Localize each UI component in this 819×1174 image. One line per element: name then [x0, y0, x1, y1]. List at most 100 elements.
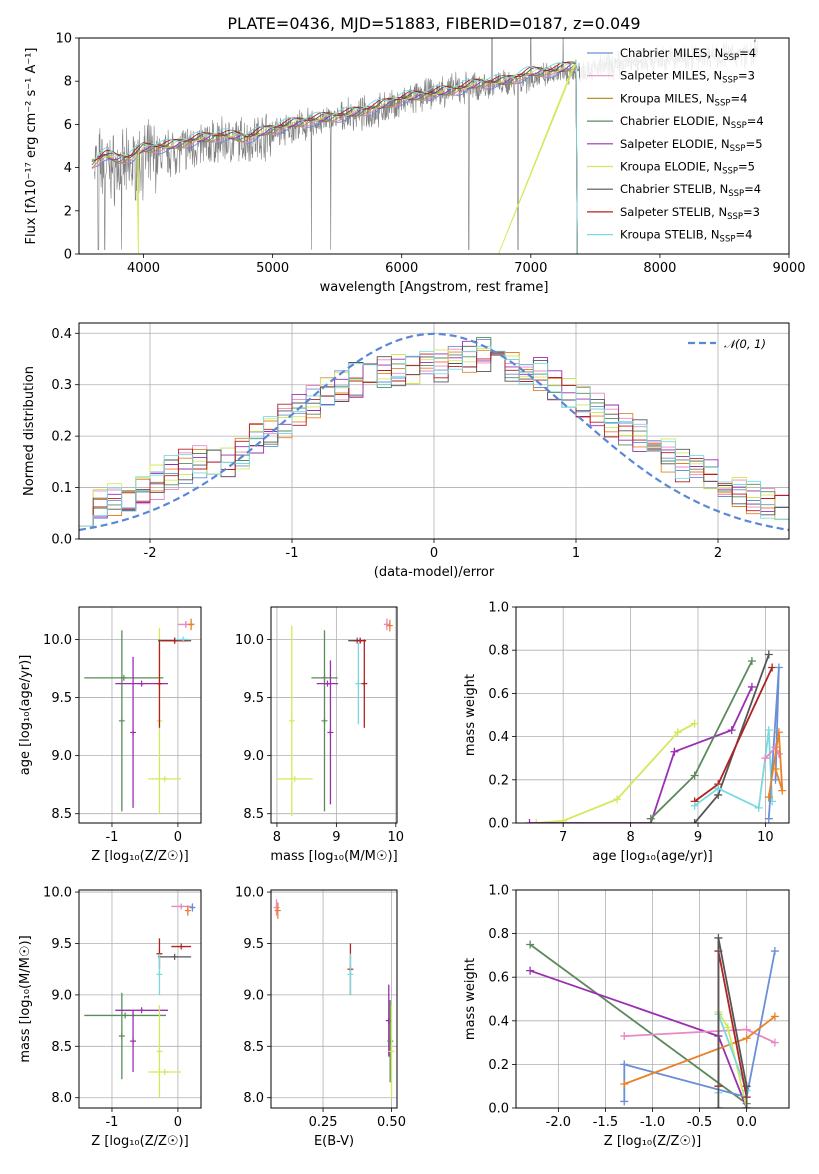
histogram-step-kroupa-stelib — [79, 345, 789, 527]
y-tick-label: 0.1 — [51, 481, 72, 496]
data-point-marker — [178, 943, 185, 950]
y-tick-label: 9.5 — [243, 691, 264, 706]
data-point-marker — [138, 680, 145, 687]
y-axis-label: mass weight — [463, 958, 478, 1040]
data-point-marker — [171, 953, 178, 960]
y-tick-label: 0.2 — [51, 430, 72, 445]
data-point-marker — [747, 657, 756, 665]
y-tick-label: 8.5 — [51, 1040, 72, 1055]
x-axis-label: wavelength [Angstrom, rest frame] — [320, 280, 549, 295]
data-point-marker — [714, 1104, 723, 1108]
y-tick-label: 0.4 — [488, 730, 509, 745]
data-point-marker — [327, 729, 334, 736]
data-point-marker — [764, 726, 773, 735]
axes-frame — [78, 37, 790, 255]
legend-label-name: Kroupa ELODIE, N — [620, 160, 722, 174]
legend-label-sub: SSP — [720, 235, 736, 245]
data-point-marker — [670, 747, 679, 756]
x-tick-label: 0 — [174, 830, 182, 845]
mass_vs_Z-plot-area — [84, 903, 196, 1098]
x-tick-label: 10 — [757, 830, 774, 845]
data-point-marker — [770, 1038, 779, 1047]
data-point-marker — [764, 814, 773, 823]
data-point-marker — [770, 947, 779, 956]
y-tick-label: 8 — [64, 75, 72, 90]
axes-frame — [78, 889, 202, 1109]
data-point-marker — [723, 1023, 732, 1032]
y-tick-label: 0.6 — [488, 687, 509, 702]
x-tick-label: 0.50 — [377, 1115, 406, 1130]
data-point-marker — [559, 816, 568, 823]
x-tick-label: -2 — [144, 546, 157, 561]
data-point-marker — [188, 621, 195, 628]
x-tick-label: 0 — [430, 546, 438, 561]
model-line-kroupa-stelib — [91, 59, 578, 254]
x-tick-label: -1 — [286, 546, 299, 561]
data-point-marker — [742, 1104, 751, 1108]
figure-title: PLATE=0436, MJD=51883, FIBERID=0187, z=0… — [227, 14, 640, 33]
legend-label-name: Chabrier ELODIE, N — [620, 114, 731, 128]
x-tick-label: 6000 — [385, 261, 418, 276]
legend-label-sub: SSP — [730, 144, 746, 154]
data-point-marker — [130, 729, 137, 736]
x-tick-label: 10 — [388, 830, 405, 845]
data-point-marker — [161, 1069, 168, 1076]
data-point-marker — [118, 717, 125, 724]
y-tick-label: 0.0 — [488, 1102, 509, 1117]
x-tick-label: 8 — [273, 830, 281, 845]
legend-label: 𝒩(0, 1) — [724, 337, 766, 351]
y-tick-label: 10.0 — [43, 886, 72, 901]
x-tick-label: 0.0 — [736, 1115, 757, 1130]
legend-label-sub: SSP — [727, 212, 743, 222]
data-point-marker — [646, 814, 655, 823]
data-point-marker — [690, 719, 699, 728]
data-point-marker — [742, 1082, 751, 1091]
legend-label-suffix: =4 — [747, 114, 764, 128]
x-tick-label: -1 — [105, 1115, 118, 1130]
y-tick-label: 9.0 — [51, 749, 72, 764]
y-tick-label: 4 — [64, 161, 72, 176]
data-point-marker — [673, 728, 682, 737]
legend-label: Salpeter MILES, NSSP=3 — [620, 69, 755, 86]
legend-label-sub: SSP — [722, 76, 738, 86]
data-point-marker — [138, 1007, 145, 1014]
data-point-marker — [361, 680, 368, 687]
weight-line-orange — [767, 732, 784, 798]
legend-label: Chabrier STELIB, NSSP=4 — [620, 182, 761, 199]
age_vs_Z-plot-area — [84, 618, 195, 814]
y-tick-label: 10.0 — [235, 886, 264, 901]
x-axis-label: E(B-V) — [314, 1134, 354, 1149]
y-axis-label: Normed distribution — [22, 366, 37, 496]
mass_vs_EBV-plot-area — [273, 899, 395, 1098]
x-tick-label: 9000 — [772, 261, 805, 276]
weight-line-chabrier-stelib — [717, 937, 748, 1108]
legend-label: Chabrier ELODIE, NSSP=4 — [620, 114, 764, 131]
data-point-marker — [189, 904, 196, 911]
axes-frame — [515, 606, 790, 824]
legend-label-suffix: =5 — [738, 160, 755, 174]
y-tick-label: 2 — [64, 204, 72, 219]
data-point-marker — [383, 621, 390, 628]
y-tick-label: 8.5 — [243, 807, 264, 822]
legend-label-suffix: =4 — [735, 228, 752, 242]
spectrum-axes: 4000 5000 6000 7000 8000 9000 0 2 4 6 8 10 wavelengt… — [24, 32, 806, 296]
legend-label-name: Salpeter ELODIE, N — [620, 137, 730, 151]
data-point-marker — [690, 801, 699, 810]
x-tick-label: 8 — [626, 830, 634, 845]
y-tick-label: 1.0 — [488, 601, 509, 616]
weight-line-chabrier-elodie — [529, 943, 748, 1105]
data-point-marker — [156, 680, 163, 687]
legend-label-name: Kroupa STELIB, N — [620, 228, 720, 242]
x-tick-label: 7000 — [514, 261, 547, 276]
data-point-marker — [161, 775, 168, 782]
y-tick-label: 0.8 — [488, 927, 509, 942]
x-axis-label: Z [log₁₀(Z/Z☉)] — [604, 1134, 701, 1149]
legend-label-sub: SSP — [715, 98, 731, 108]
legend-label: Kroupa ELODIE, NSSP=5 — [620, 160, 755, 177]
y-tick-label: 10.0 — [235, 633, 264, 648]
mass_vs_Z-axes: -1 0 8.0 8.5 9.0 9.5 10.0 Z [log₁₀(Z/Z☉)] mass [… — [18, 886, 201, 1149]
data-point-marker — [178, 903, 185, 910]
legend-label-name: Kroupa MILES, N — [620, 91, 715, 105]
x-tick-label: -2.0 — [546, 1115, 571, 1130]
y-tick-label: 0.2 — [488, 773, 509, 788]
